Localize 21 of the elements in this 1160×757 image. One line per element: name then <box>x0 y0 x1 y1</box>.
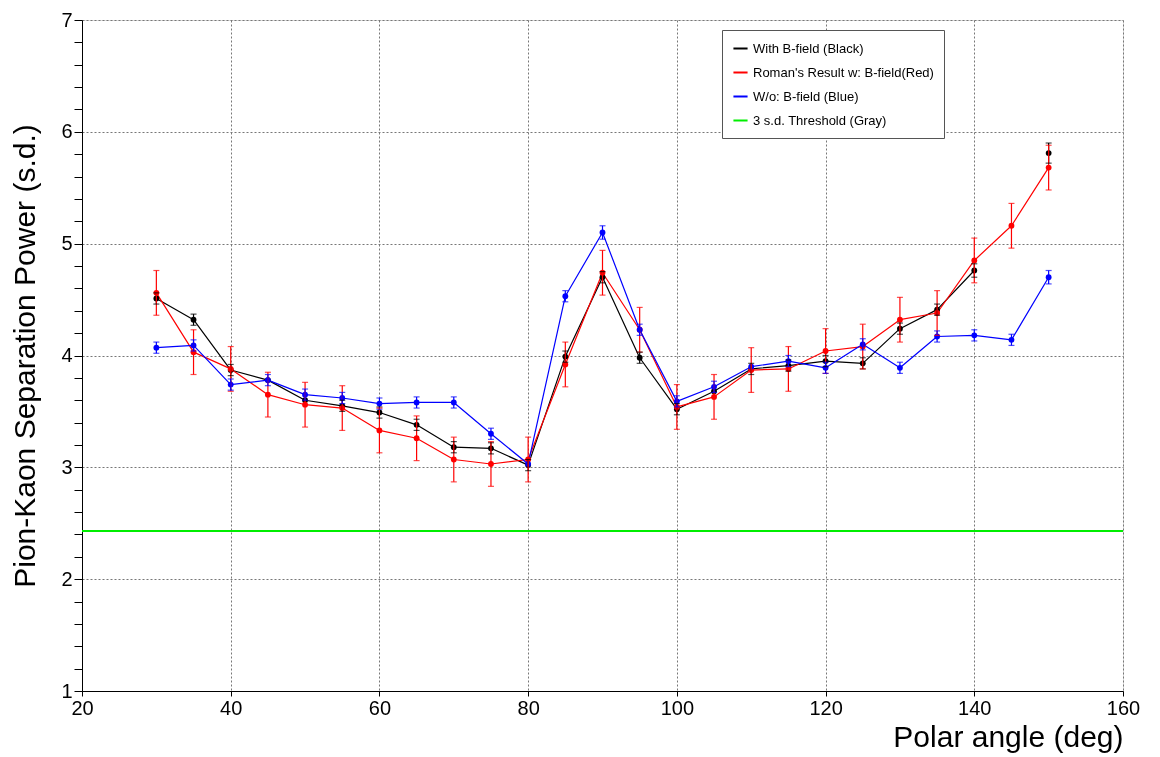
y-tick-label: 2 <box>61 567 73 590</box>
y-axis-title: Pion-Kaon Separation Power (s.d.) <box>8 124 42 588</box>
y-tick-label: 5 <box>61 232 73 255</box>
y-tick-label: 3 <box>61 455 73 478</box>
x-tick-label: 160 <box>1106 696 1141 719</box>
y-tick-label: 7 <box>61 8 73 31</box>
x-tick-label: 120 <box>809 696 843 719</box>
x-tick-label: 20 <box>71 696 94 719</box>
legend-label: W/o: B-field (Blue) <box>753 88 859 104</box>
legend-label: 3 s.d. Threshold (Gray) <box>753 112 887 128</box>
legend-label: With B-field (Black) <box>753 40 864 56</box>
x-tick-label: 40 <box>220 696 243 719</box>
y-tick-label: 6 <box>61 120 73 143</box>
x-tick-label: 80 <box>517 696 540 719</box>
y-tick-label: 1 <box>61 679 73 702</box>
x-tick-label: 140 <box>958 696 992 719</box>
x-tick-label: 60 <box>368 696 392 719</box>
x-axis-title: Polar angle (deg) <box>893 719 1124 753</box>
y-tick-label: 4 <box>61 344 73 366</box>
legend-label: Roman's Result w: B-field(Red) <box>753 64 934 80</box>
x-tick-label: 100 <box>660 696 695 719</box>
